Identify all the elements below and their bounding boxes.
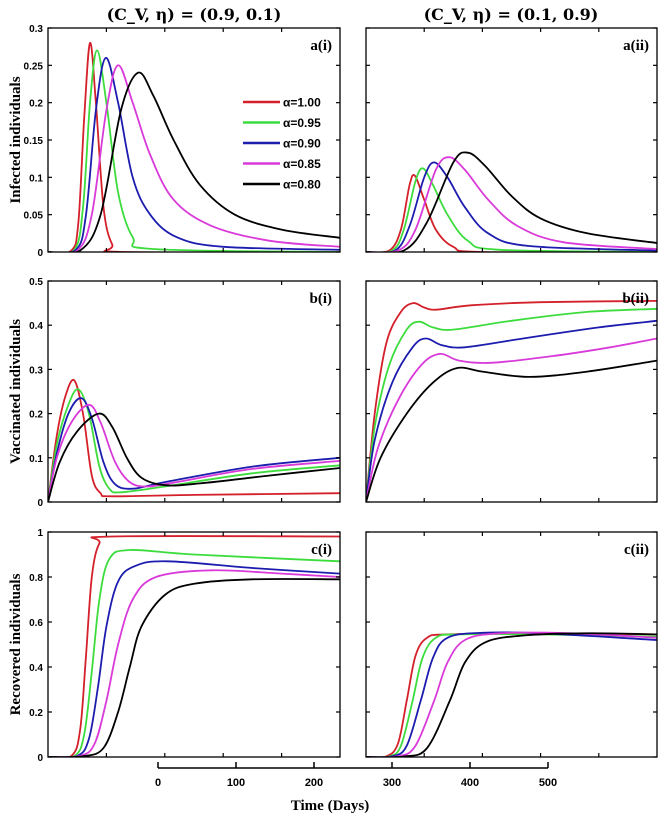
series-line-alpha-0.95 [48, 49, 340, 252]
plot-frame [47, 280, 341, 503]
x-axis-label: Time (Days) [291, 798, 369, 814]
series-line-alpha-0.80 [48, 71, 340, 252]
series-line-alpha-0.90 [48, 560, 340, 757]
series-group [48, 378, 340, 502]
y-tick-label: 0.1 [29, 454, 43, 465]
y-tick-label: 0.2 [29, 708, 43, 719]
series-line-alpha-0.90 [48, 56, 340, 252]
y-tick-label: 0.25 [24, 61, 44, 72]
y-tick-label: 0.5 [29, 277, 43, 288]
series-line-alpha-1.00 [366, 300, 657, 502]
plot-frame [47, 531, 341, 758]
panel-label: b(i) [310, 291, 333, 307]
y-tick-label: 0.3 [29, 24, 43, 35]
series-line-alpha-0.85 [48, 569, 340, 757]
series-line-alpha-1.00 [366, 174, 657, 252]
y-axis-label: Recovered individuals [8, 573, 24, 715]
series-line-alpha-0.80 [48, 578, 340, 757]
series-line-alpha-0.85 [48, 64, 340, 252]
panel-b(i): 0 0.1 0.2 0.3 0.4 0.5 b(i) [29, 277, 341, 509]
series-line-alpha-0.95 [366, 307, 657, 502]
series-group [366, 300, 657, 502]
plot-frame [365, 27, 658, 253]
series-group [366, 151, 657, 252]
legend-entry: α=0.85 [283, 157, 321, 171]
series-line-alpha-0.95 [366, 167, 657, 252]
time-axis-tick-label: 100 [227, 777, 245, 789]
column-title-right: (C_V, η) = (0.1, 0.9) [424, 5, 599, 24]
panel-label: b(ii) [622, 291, 649, 307]
series-line-alpha-0.90 [366, 631, 657, 757]
time-axis-tick-label: 400 [461, 777, 479, 789]
series-line-alpha-0.90 [366, 319, 657, 502]
y-tick-label: 0.05 [24, 211, 44, 222]
panels: Infected individuals Vaccinated individua… [8, 24, 658, 764]
legend-entry: α=0.80 [283, 178, 321, 192]
panel-label: a(i) [310, 38, 332, 54]
time-axis-tick-label: 0 [155, 777, 161, 789]
panel-c(ii): c(ii) [365, 531, 658, 758]
plot-frame [365, 531, 658, 758]
panel-a(i): 0 0.05 0.1 0.15 0.2 0.25 0.3 a(i) [24, 24, 341, 259]
series-line-alpha-1.00 [48, 378, 340, 502]
panel-c(i): 0 0.2 0.4 0.6 0.8 1 c(i) [29, 528, 341, 764]
series-line-alpha-0.80 [48, 412, 340, 502]
panel-label: a(ii) [623, 38, 649, 54]
y-tick-label: 0.2 [29, 99, 43, 110]
y-tick-label: 0.15 [24, 136, 44, 147]
series-line-alpha-0.90 [366, 161, 657, 252]
y-axis-label: Vaccinated individuals [8, 319, 24, 464]
series-line-alpha-1.00 [48, 535, 340, 757]
y-tick-label: 0.3 [29, 365, 43, 376]
y-tick-label: 1 [37, 528, 43, 539]
panel-a(ii): a(ii) [365, 27, 658, 253]
series-line-alpha-0.95 [48, 549, 340, 757]
series-line-alpha-0.90 [48, 397, 340, 502]
y-tick-label: 0 [37, 753, 43, 764]
column-title-left: (C_V, η) = (0.9, 0.1) [107, 5, 282, 24]
panel-label: c(i) [311, 542, 332, 558]
y-tick-label: 0.2 [29, 410, 43, 421]
series-line-alpha-0.80 [366, 151, 657, 252]
time-axis-tick-label: 300 [383, 777, 401, 789]
y-tick-label: 0.4 [29, 663, 43, 674]
y-tick-label: 0 [37, 248, 43, 259]
y-tick-label: 0.8 [29, 573, 43, 584]
y-axis-label: Infected individuals [8, 76, 24, 203]
panel-b(ii): b(ii) [365, 280, 658, 503]
legend-entry: α=0.90 [283, 137, 321, 151]
panel-label: c(ii) [624, 542, 649, 558]
time-axis-tick-label: 500 [539, 777, 557, 789]
y-tick-label: 0.6 [29, 618, 43, 629]
series-line-alpha-0.80 [366, 632, 657, 757]
y-tick-label: 0.1 [29, 173, 43, 184]
y-tick-label: 0.4 [29, 321, 43, 332]
series-line-alpha-0.85 [48, 403, 340, 502]
series-line-alpha-0.80 [366, 359, 657, 502]
series-group [48, 535, 340, 757]
legend-entry: α=0.95 [283, 116, 321, 130]
legend: α=1.00 α=0.95 α=0.90 α=0.85 α=0.80 [243, 96, 321, 192]
legend-entry: α=1.00 [283, 96, 321, 110]
series-line-alpha-0.95 [48, 388, 340, 502]
series-group [366, 631, 657, 757]
series-line-alpha-0.85 [366, 156, 657, 252]
time-axis: 0 100 200 300 400 500 [155, 762, 557, 789]
plot-frame [365, 280, 658, 503]
time-axis-tick-label: 200 [305, 777, 323, 789]
y-tick-label: 0 [37, 498, 43, 509]
series-line-alpha-0.85 [366, 337, 657, 502]
